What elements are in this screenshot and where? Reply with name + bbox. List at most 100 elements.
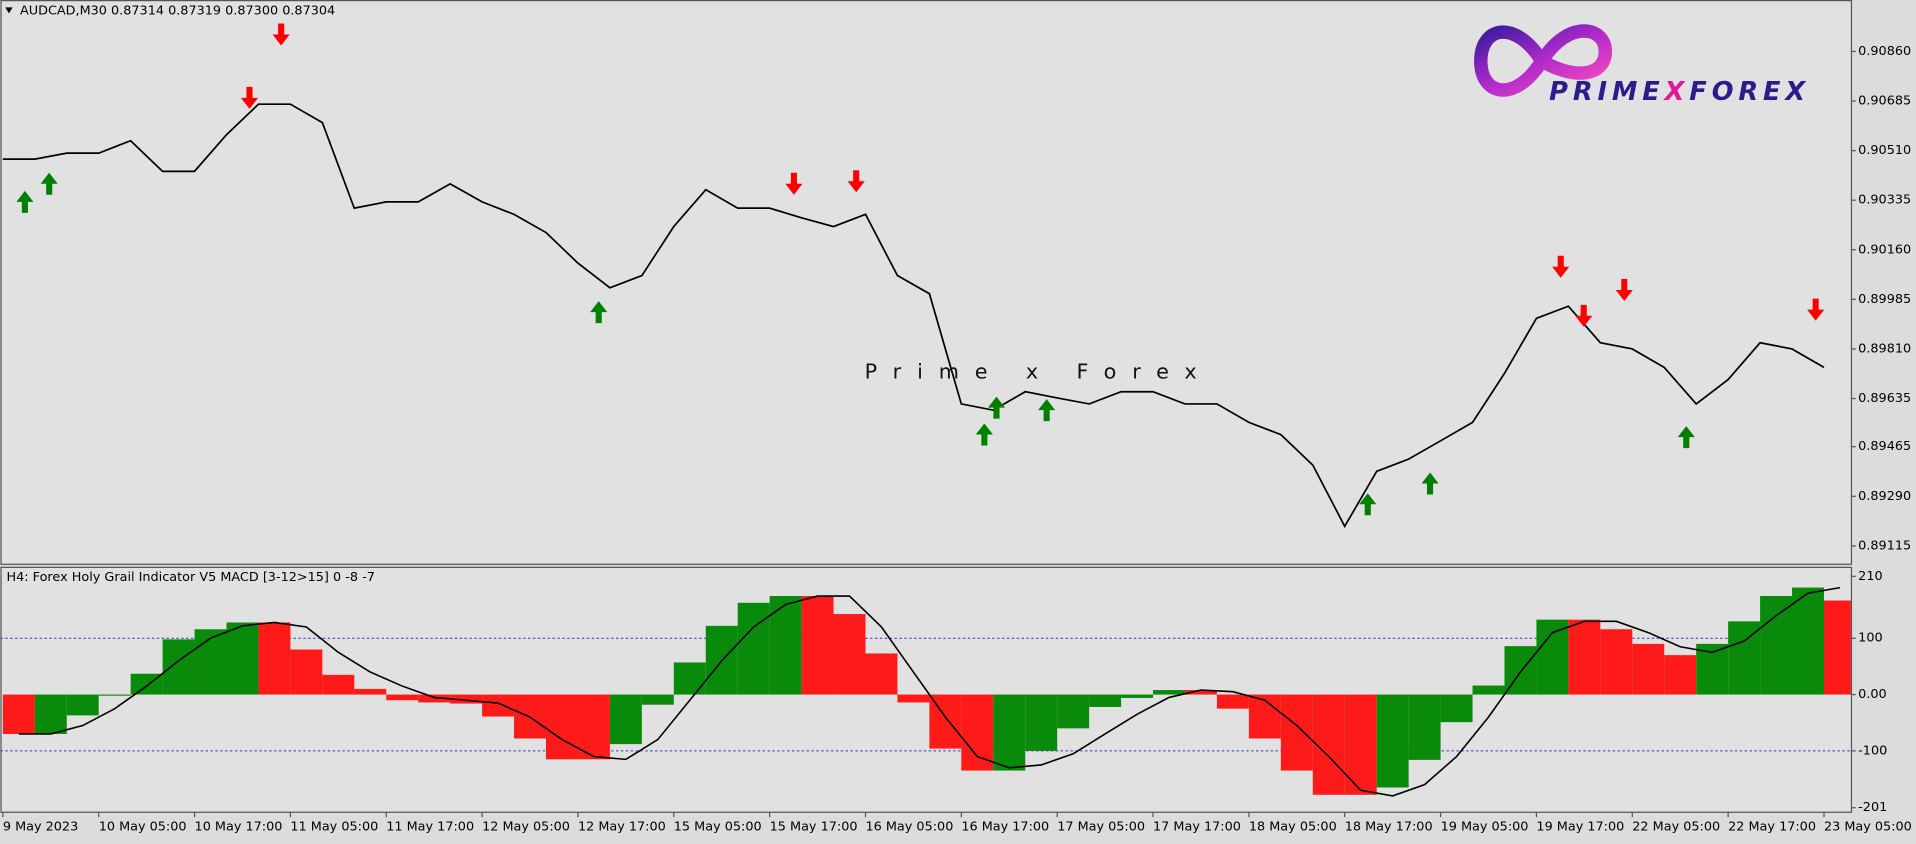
histogram-bar xyxy=(641,694,674,705)
histogram-bar xyxy=(1632,643,1665,695)
logo: PRIMEXFOREX xyxy=(1474,24,1810,107)
histogram-bar xyxy=(737,602,770,695)
y-tick-label: -201 xyxy=(1858,800,1887,815)
x-tick-label: 19 May 17:00 xyxy=(1536,819,1624,834)
histogram-bar xyxy=(961,694,994,771)
histogram-bar xyxy=(386,694,419,701)
price-line xyxy=(2,103,1825,529)
histogram-bar xyxy=(1600,629,1633,695)
histogram-bar xyxy=(1153,690,1185,695)
x-tick-label: 17 May 17:00 xyxy=(1153,819,1241,834)
histogram-bar xyxy=(1472,685,1505,695)
histogram-bar xyxy=(1312,694,1345,795)
histogram-bar xyxy=(1568,619,1601,695)
x-tick-label: 18 May 05:00 xyxy=(1249,819,1337,834)
histogram-bar xyxy=(482,694,515,717)
histogram-bar xyxy=(66,694,99,716)
histogram-bar xyxy=(1376,694,1409,788)
price-pane xyxy=(0,0,1853,565)
chart-title: AUDCAD,M30 0.87314 0.87319 0.87300 0.873… xyxy=(20,3,335,18)
histogram-bar xyxy=(1089,694,1122,707)
histogram-bar xyxy=(194,629,227,695)
logo-part: FOREX xyxy=(1689,77,1810,107)
y-tick-label: 0.89985 xyxy=(1858,292,1911,307)
histogram-bar xyxy=(162,639,195,695)
y-tick-label: 0.90160 xyxy=(1858,242,1911,257)
buy-arrow xyxy=(975,423,993,446)
watermark: Prime x Forex xyxy=(865,360,1213,384)
y-tick-label: 0.90335 xyxy=(1858,193,1911,208)
x-tick-label: 19 May 05:00 xyxy=(1441,819,1529,834)
histogram-bar xyxy=(865,653,898,695)
y-tick-label: 0.89290 xyxy=(1858,489,1911,504)
sell-arrow xyxy=(1552,255,1570,278)
buy-arrow xyxy=(1677,426,1695,449)
y-tick-label: 0.89115 xyxy=(1858,538,1911,553)
histogram-bar xyxy=(1057,694,1090,729)
histogram-bar xyxy=(577,694,610,760)
y-tick-label: 0.89810 xyxy=(1858,341,1911,356)
signal-line xyxy=(18,586,1841,797)
x-tick-label: 12 May 17:00 xyxy=(578,819,666,834)
histogram-bar xyxy=(1248,694,1281,739)
x-tick-label: 11 May 05:00 xyxy=(290,819,378,834)
histogram-bar xyxy=(833,614,866,695)
histogram-bar xyxy=(322,674,355,695)
y-tick-label: 0.90510 xyxy=(1858,143,1911,158)
sell-arrow xyxy=(847,170,865,193)
histogram-bar xyxy=(354,688,387,695)
logo-icon xyxy=(1474,24,1613,97)
histogram-bar xyxy=(801,596,834,695)
histogram-bar xyxy=(545,694,578,760)
histogram-bar xyxy=(1280,694,1313,771)
x-tick-label: 15 May 05:00 xyxy=(674,819,762,834)
x-tick-label: 11 May 17:00 xyxy=(386,819,474,834)
y-tick-label: 100 xyxy=(1858,631,1882,646)
histogram-bar xyxy=(1184,690,1217,695)
histogram-bar xyxy=(1025,694,1058,751)
sell-arrow xyxy=(1615,279,1633,302)
histogram-bar xyxy=(2,694,35,734)
histogram-bar xyxy=(897,694,930,703)
sell-arrow xyxy=(1807,298,1825,321)
histogram-bar xyxy=(1440,694,1473,723)
histogram-bar xyxy=(1792,587,1824,695)
logo-part: X xyxy=(1663,77,1690,107)
y-tick-label: 0.00 xyxy=(1858,687,1887,702)
buy-arrow xyxy=(1038,399,1056,422)
histogram-bar xyxy=(1664,655,1697,695)
sell-arrow xyxy=(785,172,803,195)
x-tick-label: 10 May 17:00 xyxy=(195,819,283,834)
buy-arrow xyxy=(40,172,58,195)
y-tick-label: 0.89465 xyxy=(1858,439,1911,454)
buy-arrow xyxy=(590,301,608,324)
logo-text: PRIMEXFOREX xyxy=(1549,77,1810,107)
indicator-title: H4: Forex Holy Grail Indicator V5 MACD [… xyxy=(7,570,375,585)
histogram-bar xyxy=(769,596,802,695)
x-tick-label: 9 May 2023 xyxy=(3,819,78,834)
histogram-bar xyxy=(993,694,1026,771)
histogram-bar xyxy=(450,694,483,704)
x-tick-label: 10 May 05:00 xyxy=(99,819,187,834)
y-tick-label: 0.90860 xyxy=(1858,44,1911,59)
histogram-bar xyxy=(290,649,323,695)
histogram-bar xyxy=(98,694,131,696)
x-tick-label: 17 May 05:00 xyxy=(1057,819,1145,834)
histogram-bar xyxy=(609,694,642,745)
histogram-bar xyxy=(1760,596,1793,695)
x-tick-label: 16 May 17:00 xyxy=(961,819,1049,834)
histogram-bar xyxy=(1344,694,1377,795)
y-tick-label: 0.90685 xyxy=(1858,94,1911,109)
histogram-bar xyxy=(1121,694,1154,698)
histogram-bar xyxy=(34,694,67,734)
histogram-bar xyxy=(226,622,259,695)
x-tick-label: 18 May 17:00 xyxy=(1345,819,1433,834)
histogram-bar xyxy=(1408,694,1441,760)
menu-triangle xyxy=(5,7,13,14)
x-tick-label: 22 May 05:00 xyxy=(1632,819,1720,834)
y-tick-label: -100 xyxy=(1858,743,1887,758)
y-tick-label: 210 xyxy=(1858,569,1882,584)
sell-arrow xyxy=(272,23,290,46)
histogram-bar xyxy=(418,694,451,703)
histogram-bar xyxy=(1536,619,1569,695)
